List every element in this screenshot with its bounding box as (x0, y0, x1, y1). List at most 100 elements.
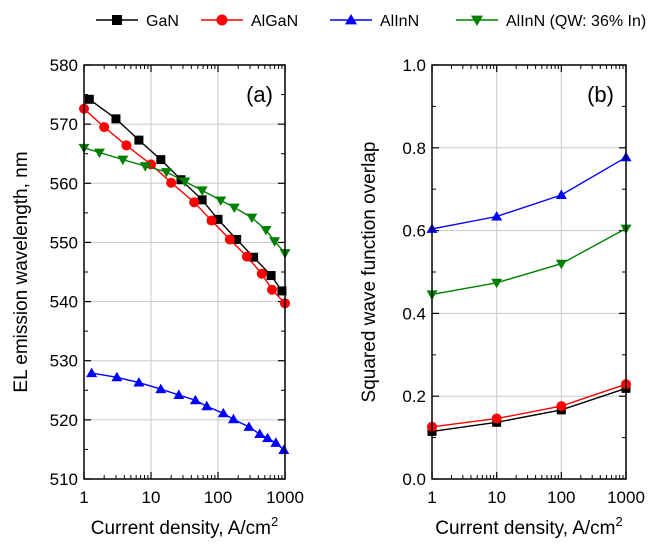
data-point (262, 432, 274, 443)
legend-marker (112, 15, 122, 25)
data-point (134, 135, 144, 145)
data-point (241, 251, 252, 262)
data-point (232, 234, 242, 244)
panel-a: 1 10 100 1000 510 520 530 540 550 560 570 580 (a) Cur… (11, 56, 304, 539)
data-point (227, 413, 239, 424)
x-axis-label-superscript: 2 (615, 514, 622, 529)
y-tick-label: 540 (50, 293, 78, 312)
series-algan (79, 103, 290, 309)
panel-label: (b) (587, 82, 614, 107)
data-point (93, 148, 105, 159)
x-axis-label-text: Current density, A/cm (91, 518, 271, 539)
y-tick-label: 530 (50, 352, 78, 371)
series-alinn-qw-36-in (78, 143, 291, 259)
legend-label: GaN (146, 13, 179, 30)
data-point (196, 186, 208, 196)
y-tick-label: 550 (50, 233, 78, 252)
x-axis-ticks: 1 10 100 1000 (427, 65, 645, 507)
x-axis-label-superscript: 2 (271, 514, 278, 529)
data-point (249, 252, 259, 262)
data-point (206, 215, 217, 226)
y-tick-label: 1.0 (402, 56, 426, 75)
legend-marker (345, 14, 357, 25)
data-point (267, 284, 278, 295)
y-tick-label: 580 (50, 56, 78, 75)
data-point (243, 421, 255, 431)
series-algan (427, 379, 631, 432)
y-tick-label: 0.0 (402, 470, 426, 489)
data-point (491, 211, 503, 221)
data-point (266, 271, 276, 281)
series-line (431, 227, 627, 296)
panel-label: (a) (246, 82, 273, 107)
data-point (491, 278, 503, 289)
series-alinn-qw-36-in (426, 224, 632, 300)
data-point (215, 196, 227, 206)
legend-label: AlInN (380, 13, 419, 30)
data-point (189, 197, 200, 208)
data-point (256, 268, 267, 279)
series-alinn (86, 367, 290, 454)
series-line (431, 383, 627, 428)
gridlines (84, 65, 285, 479)
data-point (197, 195, 207, 205)
x-tick-label: 10 (487, 488, 506, 507)
gridlines (432, 65, 626, 479)
data-point (189, 394, 201, 405)
data-point (179, 177, 191, 188)
y-tick-label: 560 (50, 174, 78, 193)
plot-frame (83, 64, 286, 480)
plot-frame (431, 64, 627, 480)
x-tick-label: 100 (547, 488, 575, 507)
y-tick-label: 0.4 (402, 304, 426, 323)
legend-marker (471, 15, 483, 26)
data-point (224, 234, 235, 245)
legend: GaN AlGaN AlInN AlInN (QW: 36% In) (96, 13, 646, 30)
y-axis-ticks: 510 520 530 540 550 560 570 580 (50, 56, 285, 489)
series-alinn (426, 151, 632, 233)
data-point (491, 413, 502, 424)
x-tick-label: 10 (142, 488, 161, 507)
data-point (269, 237, 281, 247)
data-point (217, 407, 229, 418)
legend-item-alinn-qw-36-in: AlInN (QW: 36% In) (456, 13, 646, 30)
data-point (270, 437, 282, 447)
series-line (431, 156, 627, 230)
x-tick-label: 100 (204, 488, 232, 507)
x-minor-ticks (450, 65, 624, 479)
x-axis-label-text: Current density, A/cm (435, 518, 615, 539)
y-tick-label: 0.6 (402, 222, 426, 241)
data-point (121, 140, 132, 151)
data-point (99, 122, 110, 133)
legend-item-algan: AlGaN (201, 13, 298, 30)
data-point (254, 428, 266, 439)
x-tick-label: 1 (79, 488, 88, 507)
data-point (213, 214, 223, 224)
data-point (173, 389, 185, 399)
data-point (166, 177, 177, 188)
legend-label: AlInN (QW: 36% In) (506, 13, 646, 30)
legend-item-alinn: AlInN (330, 13, 419, 30)
data-point (278, 444, 290, 454)
legend-item-gan: GaN (96, 13, 179, 30)
data-point (160, 168, 172, 178)
legend-label: AlGaN (251, 13, 298, 30)
data-point (201, 400, 213, 411)
data-point (246, 213, 258, 224)
data-point (133, 377, 145, 387)
data-point (86, 367, 98, 378)
data-point (139, 162, 151, 172)
data-point (277, 286, 287, 296)
data-point (155, 383, 167, 394)
y-axis-label: Squared wave function overlap (359, 142, 380, 403)
series-gan (427, 383, 631, 436)
panel-b: 1 10 100 1000 0.0 0.2 0.4 0.6 0.8 1.0 (b) Current d… (359, 56, 645, 539)
data-point (555, 189, 567, 199)
data-point (156, 155, 166, 165)
x-axis-label: Current density, A/cm2 (435, 514, 622, 539)
series-line (83, 147, 286, 254)
x-tick-label: 1000 (607, 488, 645, 507)
data-point (260, 226, 272, 236)
series-line (83, 108, 286, 304)
